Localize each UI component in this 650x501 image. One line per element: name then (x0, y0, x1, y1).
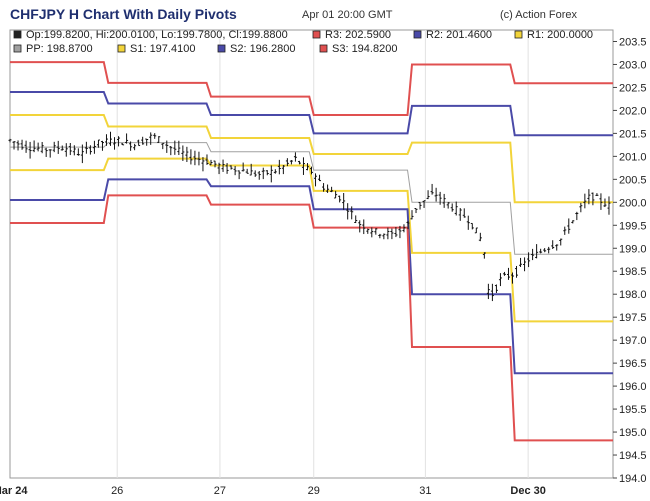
y-tick-label: 196.0 (619, 381, 647, 393)
y-tick-label: 195.5 (619, 404, 647, 416)
pivot-s2-line (10, 178, 613, 375)
legend-label-s2: S2: 196.2800 (230, 43, 295, 55)
legend-swatch-pp (13, 44, 22, 53)
legend-label-s1: S1: 197.4100 (130, 43, 195, 55)
legend-label-pp: PP: 198.8700 (26, 43, 93, 55)
legend-label-ohlc: Op:199.8200, Hi:200.0100, Lo:199.7800, C… (26, 29, 288, 41)
pivot-pp-line (10, 142, 613, 255)
y-tick-label: 199.0 (619, 243, 647, 255)
legend-label-r1: R1: 200.0000 (527, 29, 593, 41)
legend-swatch-s2 (217, 44, 226, 53)
y-tick-label: 203.0 (619, 59, 647, 71)
legend-swatch-r3 (312, 30, 321, 39)
pivot-s3-line (10, 194, 613, 442)
x-tick-label: 29 (308, 485, 320, 497)
x-tick-label: 26 (111, 485, 123, 497)
y-tick-label: 202.0 (619, 105, 647, 117)
legend-label-r2: R2: 201.4600 (426, 29, 492, 41)
legend-swatch-r1 (514, 30, 523, 39)
y-tick-label: 199.5 (619, 220, 647, 232)
pivot-r2-line (10, 91, 613, 137)
chart-title: CHFJPY H Chart With Daily Pivots (10, 6, 237, 22)
legend-label-s3: S3: 194.8200 (332, 43, 397, 55)
x-tick-label: Dec 30 (510, 485, 545, 497)
y-tick-label: 201.5 (619, 128, 647, 140)
y-tick-label: 194.0 (619, 473, 647, 485)
y-tick-label: 197.5 (619, 312, 647, 324)
x-tick-label: 31 (419, 485, 431, 497)
y-tick-label: 203.5 (619, 36, 647, 48)
y-tick-label: 201.0 (619, 151, 647, 163)
x-tick-label: 27 (214, 485, 226, 497)
x-tick-label: Mar 24 (0, 485, 28, 497)
y-tick-label: 200.5 (619, 174, 647, 186)
y-tick-label: 198.5 (619, 266, 647, 278)
y-tick-label: 196.5 (619, 358, 647, 370)
y-tick-label: 202.5 (619, 82, 647, 94)
y-tick-label: 200.0 (619, 197, 647, 209)
y-tick-label: 197.0 (619, 335, 647, 347)
chart-datetime: Apr 01 20:00 GMT (302, 9, 393, 21)
pivot-r1-line (10, 114, 613, 204)
y-tick-label: 195.0 (619, 427, 647, 439)
y-tick-label: 198.0 (619, 289, 647, 301)
legend-swatch-ohlc (13, 30, 22, 39)
legend-swatch-r2 (413, 30, 422, 39)
copyright-label: (c) Action Forex (500, 9, 578, 21)
legend-swatch-s1 (117, 44, 126, 53)
legend-swatch-s3 (319, 44, 328, 53)
pivot-r3-line (10, 61, 613, 117)
pivot-s1-line (10, 157, 613, 323)
legend-label-r3: R3: 202.5900 (325, 29, 391, 41)
y-tick-label: 194.5 (619, 450, 647, 462)
